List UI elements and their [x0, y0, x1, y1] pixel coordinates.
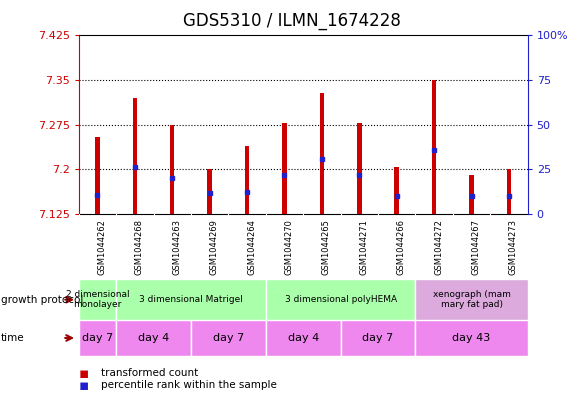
Text: 3 dimensional polyHEMA: 3 dimensional polyHEMA: [285, 295, 396, 304]
Bar: [357, 123, 361, 214]
Bar: [432, 80, 436, 214]
Text: GSM1044269: GSM1044269: [210, 219, 219, 275]
Text: percentile rank within the sample: percentile rank within the sample: [101, 380, 277, 390]
Text: day 4: day 4: [138, 333, 169, 343]
Text: GSM1044273: GSM1044273: [509, 219, 518, 275]
Text: GSM1044265: GSM1044265: [322, 219, 331, 275]
Text: day 7: day 7: [82, 333, 113, 343]
Bar: [469, 175, 474, 214]
Text: day 4: day 4: [287, 333, 319, 343]
Text: day 7: day 7: [213, 333, 244, 343]
Bar: [415, 320, 528, 356]
Bar: [266, 279, 415, 320]
Bar: [79, 320, 116, 356]
Text: GSM1044271: GSM1044271: [359, 219, 368, 275]
Bar: [132, 98, 137, 214]
Bar: [208, 169, 212, 214]
Text: GSM1044262: GSM1044262: [97, 219, 107, 275]
Text: 2 dimensional
monolayer: 2 dimensional monolayer: [66, 290, 129, 309]
Text: day 7: day 7: [363, 333, 394, 343]
Bar: [340, 320, 415, 356]
Bar: [191, 320, 266, 356]
Text: day 43: day 43: [452, 333, 491, 343]
Bar: [282, 123, 287, 214]
Bar: [79, 279, 116, 320]
Text: GDS5310 / ILMN_1674228: GDS5310 / ILMN_1674228: [182, 12, 401, 30]
Bar: [415, 279, 528, 320]
Text: GSM1044267: GSM1044267: [472, 219, 480, 275]
Bar: [170, 125, 174, 214]
Bar: [116, 279, 266, 320]
Text: transformed count: transformed count: [101, 368, 198, 378]
Bar: [245, 146, 250, 214]
Text: growth protocol: growth protocol: [1, 295, 83, 305]
Bar: [116, 320, 191, 356]
Text: GSM1044264: GSM1044264: [247, 219, 256, 275]
Bar: [95, 137, 100, 214]
Text: ▪: ▪: [79, 366, 89, 381]
Text: xenograph (mam
mary fat pad): xenograph (mam mary fat pad): [433, 290, 511, 309]
Text: GSM1044268: GSM1044268: [135, 219, 144, 275]
Bar: [319, 93, 324, 214]
Text: GSM1044272: GSM1044272: [434, 219, 443, 275]
Text: GSM1044270: GSM1044270: [285, 219, 293, 275]
Bar: [395, 167, 399, 214]
Text: 3 dimensional Matrigel: 3 dimensional Matrigel: [139, 295, 243, 304]
Text: GSM1044263: GSM1044263: [172, 219, 181, 275]
Text: time: time: [1, 333, 25, 343]
Text: GSM1044266: GSM1044266: [396, 219, 406, 275]
Bar: [266, 320, 340, 356]
Text: ▪: ▪: [79, 378, 89, 393]
Bar: [507, 169, 511, 214]
